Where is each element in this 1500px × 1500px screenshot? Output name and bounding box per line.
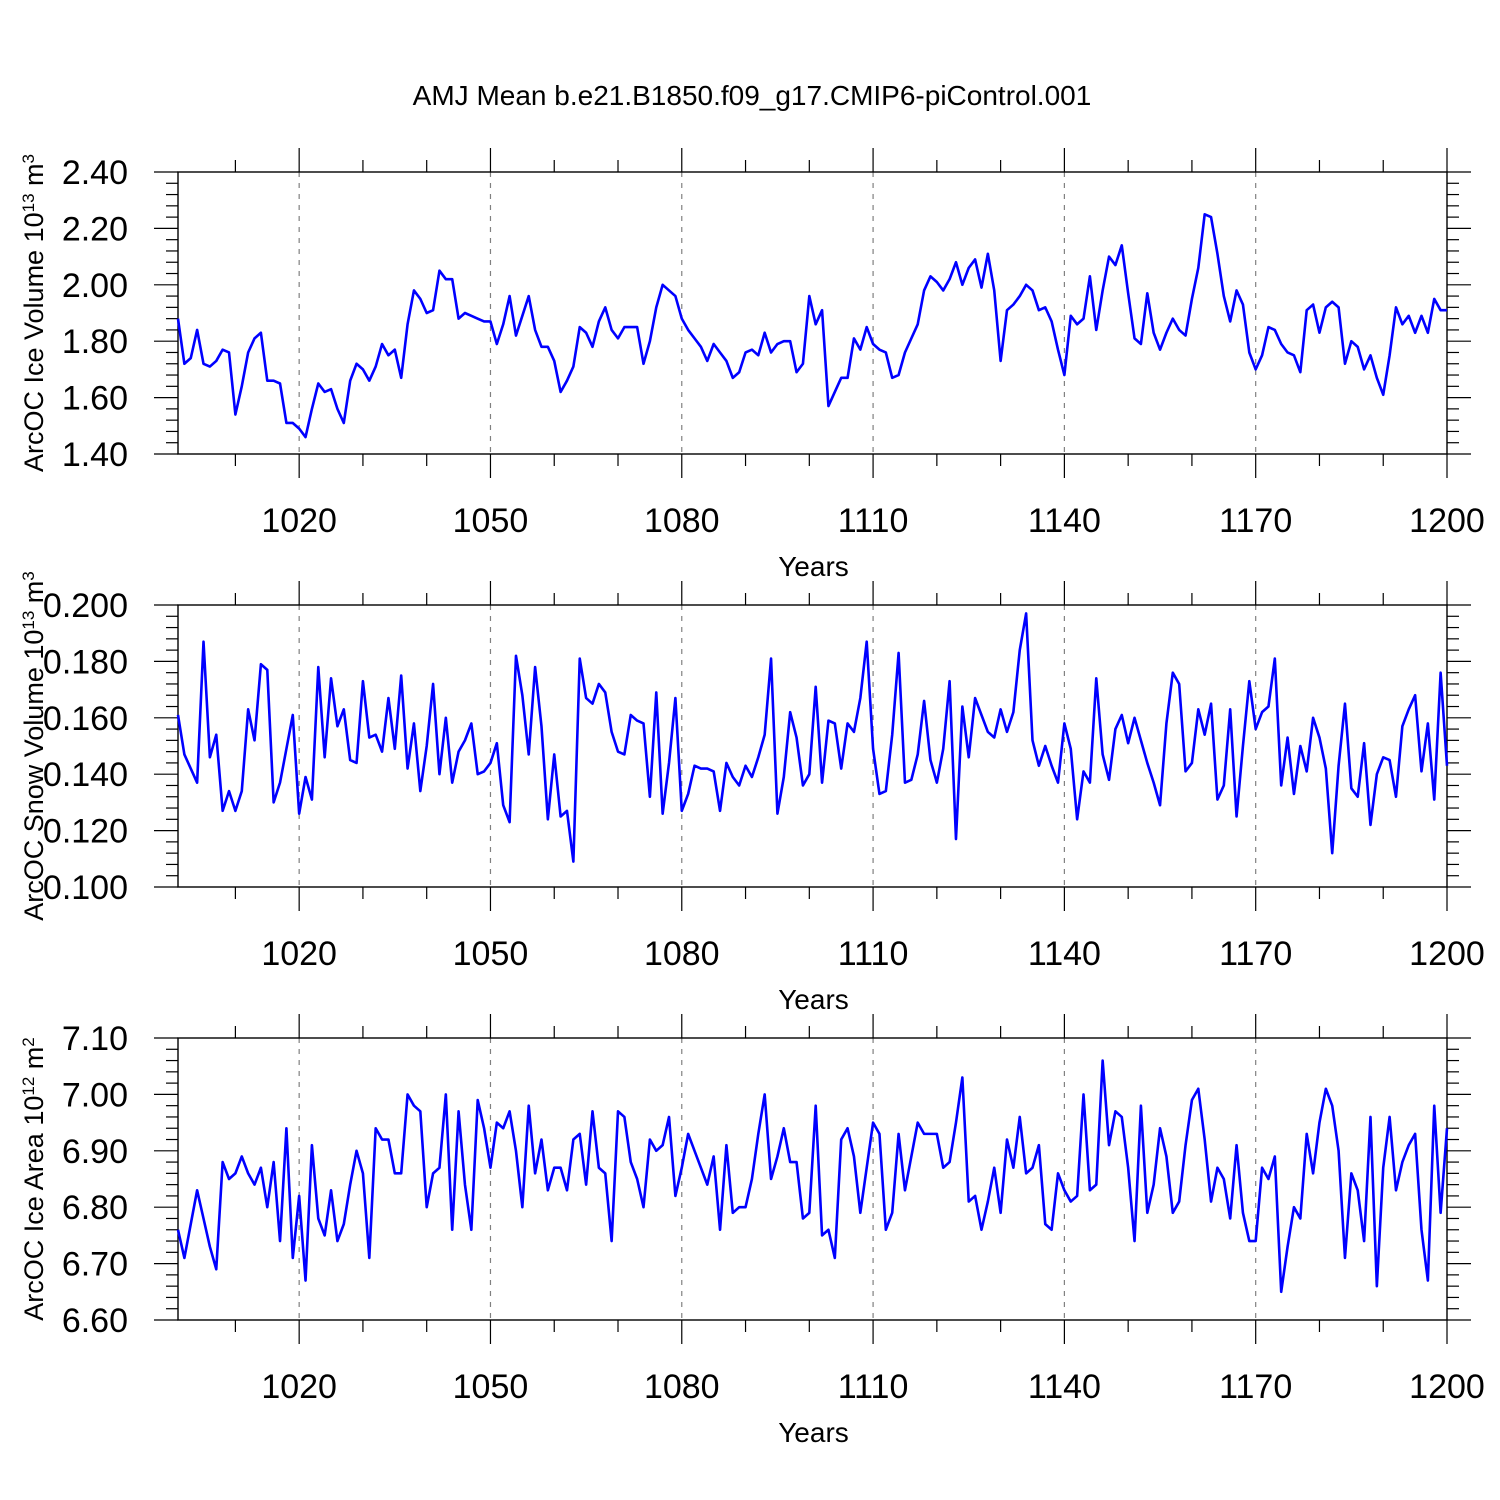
chart-panel-3: 1020 1050 1080 1110 1140 1170 1200 Years 6.60 6.7…: [19, 1014, 1485, 1448]
x-tick-label: 1080: [644, 935, 720, 973]
x-tick-label: 1080: [644, 502, 720, 540]
x-tick-label: 1170: [1219, 935, 1292, 973]
y-tick-label: 0.180: [43, 643, 128, 681]
x-tick-label: 1110: [838, 502, 909, 540]
y-tick-label: 7.10: [62, 1020, 128, 1058]
y-tick-label: 7.00: [62, 1076, 128, 1114]
y-tick-label: 2.40: [62, 154, 128, 192]
y-axis-label-part: m: [19, 581, 49, 611]
x-tick-label: 1110: [838, 935, 909, 973]
y-axis-label-part: ArcOC Ice Area 10: [19, 1096, 49, 1321]
y-tick-label: 0.100: [43, 869, 128, 907]
x-tick-label: 1200: [1409, 502, 1485, 540]
y-axis-label-superscript: 12: [19, 1077, 38, 1096]
y-axis-label-superscript: 13: [19, 611, 38, 630]
x-axis-label: Years: [778, 1417, 849, 1448]
y-axis-label: ArcOC Ice Volume 1013 m3: [19, 154, 49, 472]
x-tick-label: 1020: [261, 1368, 337, 1406]
chart-panel-2: 1020 1050 1080 1110 1140 1170 1200 Years 0.100 0.…: [19, 571, 1485, 1015]
y-axis-label-superscript: 3: [19, 154, 38, 163]
y-tick-label: 6.70: [62, 1246, 128, 1284]
figure-title: AMJ Mean b.e21.B1850.f09_g17.CMIP6-piCon…: [413, 80, 1092, 111]
y-tick-label: 6.80: [62, 1189, 128, 1227]
y-tick-label: 1.40: [62, 436, 128, 474]
x-tick-label: 1050: [453, 1368, 529, 1406]
plot-frame: [177, 1037, 1448, 1321]
y-axis-label-superscript: 3: [19, 571, 38, 580]
x-axis-label: Years: [778, 551, 849, 582]
panels: 1020 1050 1080 1110 1140 1170 1200 Years 1.40 1.6…: [19, 148, 1485, 1448]
y-axis-label-part: m: [19, 163, 49, 193]
y-axis-label: ArcOC Snow Volume 1013 m3: [19, 571, 49, 921]
x-tick-label: 1170: [1219, 1368, 1292, 1406]
y-tick-label: 1.80: [62, 323, 128, 361]
y-tick-label: 0.200: [43, 587, 128, 625]
x-tick-label: 1020: [261, 935, 337, 973]
y-axis-label-part: m: [19, 1047, 49, 1077]
x-axis-label: Years: [778, 984, 849, 1015]
y-tick-label: 2.20: [62, 210, 128, 248]
x-tick-label: 1050: [453, 502, 529, 540]
y-axis-label-superscript: 2: [19, 1037, 38, 1046]
x-tick-label: 1200: [1409, 1368, 1485, 1406]
plot-frame: [177, 604, 1448, 888]
x-tick-label: 1200: [1409, 935, 1485, 973]
y-tick-label: 6.90: [62, 1133, 128, 1171]
x-tick-label: 1080: [644, 1368, 720, 1406]
plot-frame: [177, 171, 1448, 455]
x-tick-label: 1170: [1219, 502, 1292, 540]
y-tick-label: 2.00: [62, 267, 128, 305]
x-tick-label: 1140: [1028, 1368, 1101, 1406]
series-line: [176, 213, 1447, 439]
x-tick-label: 1140: [1028, 502, 1101, 540]
x-tick-label: 1140: [1028, 935, 1101, 973]
chart-panel-1: 1020 1050 1080 1110 1140 1170 1200 Years 1.40 1.6…: [19, 148, 1485, 582]
series-line: [176, 612, 1449, 863]
y-tick-label: 0.160: [43, 700, 128, 738]
y-tick-label: 6.60: [62, 1302, 128, 1340]
y-tick-label: 0.120: [43, 813, 128, 851]
series-line: [176, 1059, 1449, 1294]
y-tick-label: 1.60: [62, 380, 128, 418]
y-axis-label-part: ArcOC Ice Volume 10: [19, 212, 49, 472]
x-tick-label: 1110: [838, 1368, 909, 1406]
x-tick-label: 1020: [261, 502, 337, 540]
y-tick-label: 0.140: [43, 756, 128, 794]
x-tick-label: 1050: [453, 935, 529, 973]
y-axis-label-superscript: 13: [19, 193, 38, 212]
y-axis-label: ArcOC Ice Area 1012 m2: [19, 1037, 49, 1321]
y-axis-label-part: ArcOC Snow Volume 10: [19, 630, 49, 921]
